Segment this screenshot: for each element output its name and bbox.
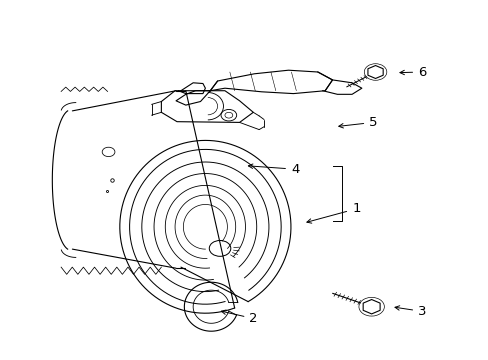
Text: 3: 3 — [394, 305, 426, 318]
Text: 1: 1 — [306, 202, 360, 223]
Text: 6: 6 — [399, 66, 426, 78]
Text: 2: 2 — [221, 310, 257, 325]
Text: 4: 4 — [248, 163, 299, 176]
Text: 5: 5 — [338, 116, 377, 129]
